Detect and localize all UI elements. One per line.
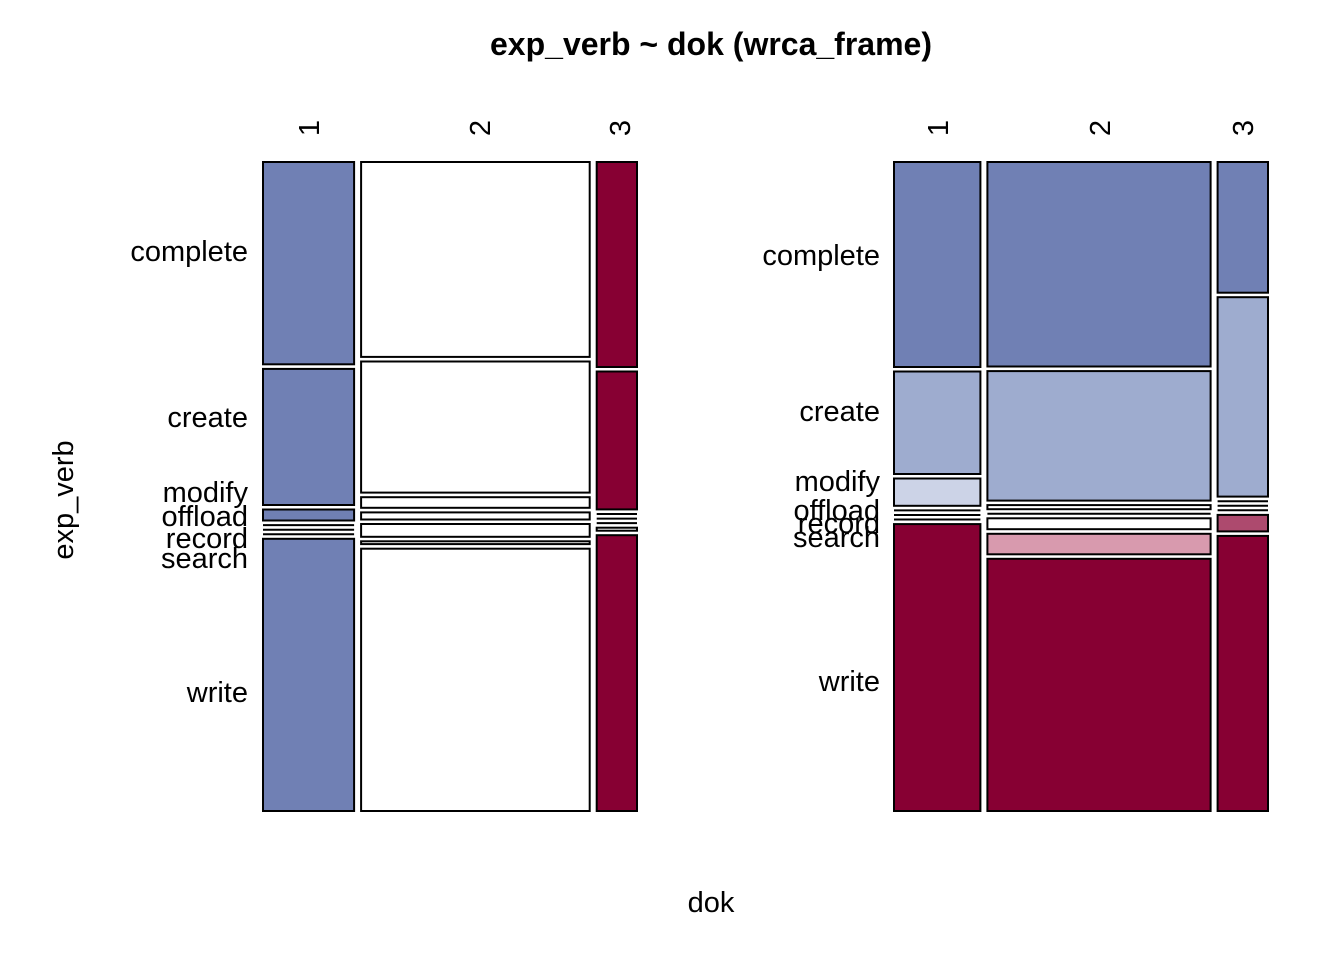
y-tick-label: modify — [795, 466, 881, 498]
mosaic-tile-write-1 — [893, 523, 982, 812]
x-tick-label: 1 — [294, 120, 326, 136]
y-tick-label: record — [798, 508, 880, 540]
mosaic-tile-create-1 — [262, 367, 356, 506]
left-x-tick-labels: 1 2 3 — [294, 120, 637, 136]
x-tick-label: 3 — [605, 120, 637, 136]
mosaic-tile-modify-1 — [262, 508, 356, 522]
mosaic-tile-write-2 — [986, 557, 1212, 812]
mosaic-tile-write-3 — [1216, 534, 1269, 813]
mosaic-tile-create-2 — [360, 360, 591, 494]
y-tick-label: search — [161, 543, 248, 575]
mosaic-tile-complete-1 — [262, 161, 356, 366]
right-x-tick-labels: 1 2 3 — [923, 120, 1260, 136]
mosaic-tile-write-3 — [595, 534, 639, 812]
mosaic-tile-complete-2 — [986, 161, 1212, 368]
y-tick-label: offload — [793, 495, 880, 527]
y-tick-label: complete — [762, 240, 880, 272]
x-tick-label: 2 — [1085, 120, 1117, 136]
left-y-tick-labels: complete create modify offload record se… — [130, 236, 248, 709]
x-tick-label: 3 — [1228, 120, 1260, 136]
mosaic-tile-complete-1 — [893, 161, 982, 368]
mosaic-tile-modify-2 — [986, 504, 1212, 511]
y-tick-label: create — [167, 402, 248, 434]
mosaic-tile-record-2 — [986, 517, 1212, 531]
y-tick-label: modify — [163, 477, 249, 509]
mosaic-tile-search-2 — [360, 540, 591, 546]
mosaic-tile-modify-1 — [893, 477, 982, 507]
y-tick-label: search — [793, 522, 880, 554]
right-mosaic-panel: 1 2 3 complete create modify offload rec… — [762, 120, 1269, 813]
mosaic-tile-create-3 — [595, 370, 639, 511]
right-mosaic-tiles — [893, 161, 1269, 813]
mosaic-tile-offload-2 — [360, 511, 591, 521]
mosaic-tile-complete-2 — [360, 161, 591, 358]
mosaic-tile-modify-2 — [360, 496, 591, 509]
mosaic-tile-complete-3 — [595, 161, 639, 368]
mosaic-tile-record-2 — [360, 523, 591, 538]
mosaic-tile-create-2 — [986, 370, 1212, 502]
mosaic-tile-search-3 — [595, 526, 639, 532]
chart-title: exp_verb ~ dok (wrca_frame) — [490, 26, 932, 62]
y-tick-label: complete — [130, 236, 248, 268]
x-axis-title: dok — [688, 887, 735, 919]
mosaic-tile-write-2 — [360, 547, 591, 812]
y-tick-label: write — [186, 677, 248, 709]
y-tick-label: offload — [161, 501, 248, 533]
y-tick-label: write — [818, 666, 880, 698]
mosaic-tile-create-3 — [1216, 296, 1269, 498]
right-y-tick-labels: complete create modify offload record se… — [762, 240, 880, 698]
y-axis-title: exp_verb — [48, 440, 80, 559]
x-tick-label: 1 — [923, 120, 955, 136]
x-tick-label: 2 — [465, 120, 497, 136]
y-tick-label: record — [166, 523, 248, 555]
y-tick-label: create — [799, 396, 880, 428]
mosaic-tile-create-1 — [893, 370, 982, 475]
mosaic-tile-complete-3 — [1216, 161, 1269, 294]
left-mosaic-panel: 1 2 3 complete create modify offload rec… — [130, 120, 639, 812]
mosaic-tile-search-3 — [1216, 513, 1269, 533]
left-mosaic-tiles — [262, 161, 639, 812]
mosaic-tile-write-1 — [262, 537, 356, 812]
mosaic-tile-search-2 — [986, 532, 1212, 556]
